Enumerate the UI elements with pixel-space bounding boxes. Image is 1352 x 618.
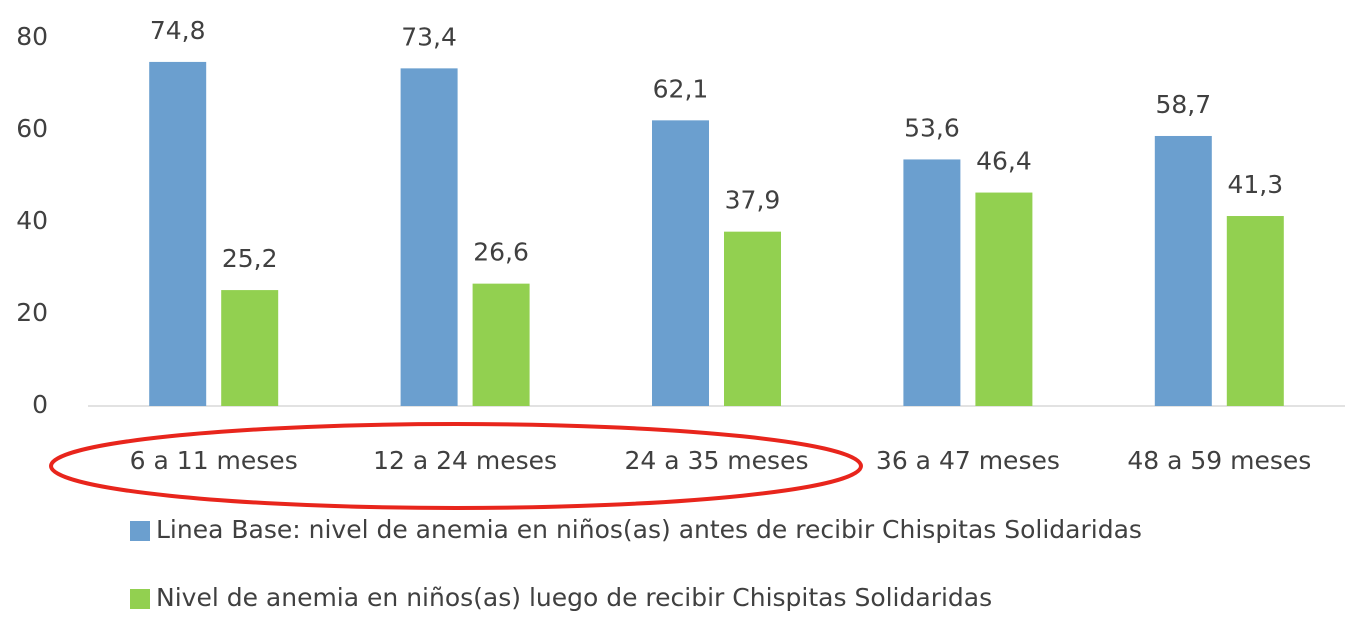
bar: [472, 283, 530, 406]
legend-swatch: [130, 589, 150, 609]
y-tick-label: 80: [16, 22, 48, 51]
data-label: 73,4: [401, 22, 457, 51]
x-tick-label: 24 a 35 meses: [625, 446, 809, 475]
x-tick-label: 48 a 59 meses: [1127, 446, 1311, 475]
x-tick-label: 36 a 47 meses: [876, 446, 1060, 475]
data-label: 62,1: [653, 74, 709, 103]
data-label: 25,2: [222, 244, 278, 273]
legend-label: Nivel de anemia en niños(as) luego de re…: [156, 583, 992, 612]
bar: [975, 192, 1033, 406]
x-tick-label: 12 a 24 meses: [373, 446, 557, 475]
data-label: 74,8: [150, 16, 206, 45]
highlight-ellipse: [49, 422, 863, 510]
data-label: 53,6: [904, 113, 960, 142]
y-tick-label: 60: [16, 114, 48, 143]
bar: [724, 231, 781, 406]
bar: [221, 290, 279, 406]
legend-label: Linea Base: nivel de anemia en niños(as)…: [156, 515, 1142, 544]
x-tick-label: 6 a 11 meses: [130, 446, 298, 475]
data-label: 46,4: [976, 147, 1032, 176]
bar: [652, 120, 709, 406]
data-label: 26,6: [473, 238, 529, 267]
y-tick-label: 40: [16, 206, 48, 235]
data-label: 58,7: [1155, 90, 1211, 119]
legend-swatch: [130, 521, 150, 541]
bar: [903, 159, 961, 406]
data-label: 37,9: [725, 186, 781, 215]
bar: [149, 61, 207, 407]
y-tick-label: 20: [16, 298, 48, 327]
bar: [1226, 216, 1284, 406]
bar: [400, 68, 458, 407]
bar: [1154, 135, 1212, 407]
data-label: 41,3: [1227, 170, 1283, 199]
y-tick-label: 0: [32, 390, 48, 419]
